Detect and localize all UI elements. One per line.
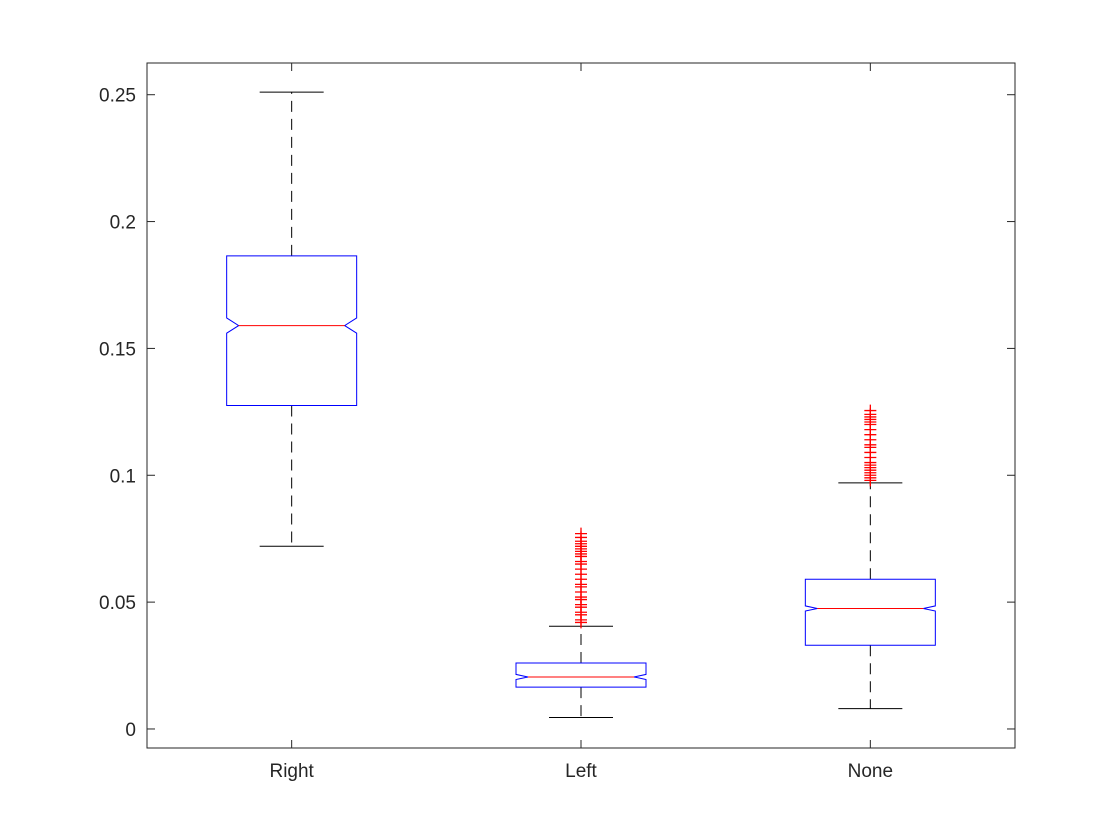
box-group-right	[226, 91, 358, 547]
x-tick-label: Left	[565, 761, 597, 782]
outlier-marker	[575, 527, 587, 540]
x-tick-label: Right	[269, 761, 314, 782]
box-group-left	[515, 527, 647, 719]
x-tick-label: None	[848, 761, 893, 782]
box-right	[226, 255, 358, 406]
y-tick-label: 0.05	[99, 593, 136, 614]
box-none	[804, 578, 936, 646]
outlier-marker	[864, 404, 877, 417]
box-group-none	[804, 404, 936, 710]
plot-frame	[146, 62, 1016, 749]
box-left	[515, 662, 647, 688]
y-tick-label: 0.1	[110, 466, 136, 487]
y-tick-label: 0.2	[110, 213, 136, 234]
boxes-layer	[226, 91, 936, 719]
y-tick-label: 0.25	[99, 86, 136, 107]
y-tick-label: 0.15	[99, 339, 136, 360]
y-tick-label: 0	[125, 720, 136, 741]
axes-layer: Right Left None 0 0.05 0.1 0.15 0.2 0.25	[99, 62, 1016, 782]
